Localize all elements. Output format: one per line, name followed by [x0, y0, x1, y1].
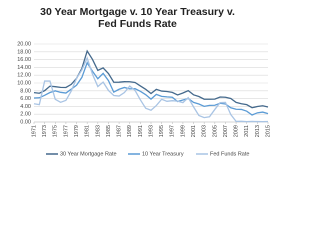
- y-tick-label: 12.00: [17, 73, 31, 79]
- series-line: [33, 49, 269, 109]
- x-tick-label: 1975: [53, 125, 59, 137]
- x-tick-label: 1987: [117, 125, 123, 137]
- y-tick-label: 16.00: [17, 57, 31, 63]
- x-tick-label: 2001: [191, 125, 197, 137]
- x-tick-label: 1999: [180, 125, 186, 137]
- x-tick-label: 2005: [212, 125, 218, 137]
- y-tick-label: 20.00: [17, 41, 31, 47]
- x-tick-label: 2015: [265, 125, 271, 137]
- chart-frame: 0.00 2.00 4.00 6.00 8.00 10.00 12.00 14.00 16.00…: [17, 6, 271, 157]
- legend-label: Fed Funds Rate: [210, 151, 249, 157]
- y-tick-label: 18.00: [17, 49, 31, 55]
- x-tick-label: 2011: [244, 125, 250, 137]
- x-tick-label: 2007: [223, 125, 229, 137]
- series-line: [33, 56, 269, 123]
- x-tick-label: 1979: [74, 125, 80, 137]
- x-tick-label: 2009: [234, 125, 240, 137]
- y-tick-label: 8.00: [20, 88, 31, 94]
- x-tick-label: 2003: [202, 125, 208, 137]
- x-tick-label: 1995: [159, 125, 165, 137]
- legend-label: 10 Year Treasury: [142, 151, 184, 157]
- x-tick-label: 1985: [106, 125, 112, 137]
- x-tick-label: 1997: [170, 125, 176, 137]
- x-tick-label: 1993: [148, 125, 154, 137]
- series-line: [33, 61, 269, 116]
- y-tick-label: 6.00: [20, 96, 31, 102]
- x-tick-label: 1983: [95, 125, 101, 137]
- x-tick-label: 1971: [31, 125, 37, 137]
- y-tick-label: 10.00: [17, 80, 31, 86]
- x-tick-label: 1981: [85, 125, 91, 137]
- y-tick-label: 2.00: [20, 112, 31, 118]
- y-tick-label: 4.00: [20, 104, 31, 110]
- y-tick-label: 0.00: [20, 119, 31, 125]
- x-tick-label: 2013: [255, 125, 261, 137]
- x-tick-label: 1989: [127, 125, 133, 137]
- x-tick-label: 1973: [42, 125, 48, 137]
- chart-title: 30 Year Mortgage v. 10 Year Treasury v. …: [40, 6, 235, 30]
- x-tick-label: 1991: [138, 125, 144, 137]
- y-tick-label: 14.00: [17, 65, 31, 71]
- x-tick-label: 1977: [63, 125, 69, 137]
- legend-label: 30 Year Mortgage Rate: [60, 151, 117, 157]
